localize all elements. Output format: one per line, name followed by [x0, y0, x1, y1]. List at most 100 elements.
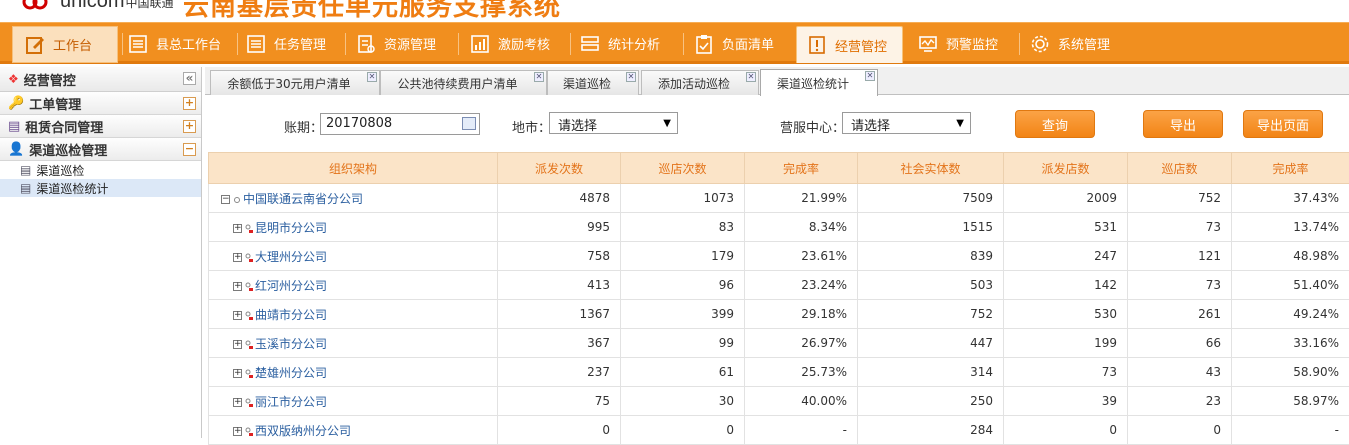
nav-item-county-workbench[interactable]: 县总工作台: [128, 25, 221, 62]
table-cell: 7509: [858, 184, 1004, 213]
tab-label: 余额低于30元用户清单: [227, 75, 350, 92]
expand-node-icon[interactable]: +: [233, 427, 242, 436]
table-cell: 99: [621, 329, 745, 358]
tab-public-pool-renewal[interactable]: 公共池待续费用户清单 ✕: [380, 70, 547, 95]
expand-node-icon[interactable]: +: [233, 224, 242, 233]
org-link[interactable]: 昆明市分公司: [255, 221, 327, 235]
nav-item-business-control[interactable]: 经营管控: [796, 26, 903, 63]
collapse-node-icon[interactable]: −: [221, 195, 230, 204]
org-link[interactable]: 西双版纳州分公司: [255, 424, 351, 438]
org-link[interactable]: 玉溪市分公司: [255, 337, 327, 351]
table-cell: 1515: [858, 213, 1004, 242]
table-cell: 839: [858, 242, 1004, 271]
export-button[interactable]: 导出: [1143, 110, 1223, 138]
query-button[interactable]: 查询: [1015, 110, 1095, 138]
city-select[interactable]: 请选择 ▼: [549, 112, 678, 134]
list-icon: [246, 34, 266, 54]
column-header: 派发店数: [1004, 153, 1128, 184]
export-page-button[interactable]: 导出页面: [1243, 110, 1323, 138]
org-link[interactable]: 中国联通云南省分公司: [243, 192, 363, 206]
org-cell: + 昆明市分公司: [209, 213, 498, 242]
close-icon[interactable]: ✕: [367, 72, 377, 82]
tab-low-balance-users[interactable]: 余额低于30元用户清单 ✕: [210, 70, 380, 95]
nav-item-incentive[interactable]: 激励考核: [470, 25, 550, 62]
expand-node-icon[interactable]: +: [233, 340, 242, 349]
org-link[interactable]: 红河州分公司: [255, 279, 327, 293]
table-cell: 250: [858, 387, 1004, 416]
nav-label: 统计分析: [608, 34, 660, 53]
org-cell: + 西双版纳州分公司: [209, 416, 498, 445]
sidebar-item-channel-inspection-stats[interactable]: ▤ 渠道巡检统计: [0, 179, 201, 197]
table-cell: 75: [498, 387, 621, 416]
nav-item-workbench[interactable]: 工作台: [12, 26, 118, 63]
nav-label: 资源管理: [384, 34, 436, 53]
sidebar-group-lease-contract[interactable]: ▤ 租赁合同管理 +: [0, 115, 201, 138]
table-cell: -: [1232, 416, 1349, 445]
org-cell: + 大理州分公司: [209, 242, 498, 271]
org-link[interactable]: 曲靖市分公司: [255, 308, 327, 322]
table-cell: 142: [1004, 271, 1128, 300]
column-header: 社会实体数: [858, 153, 1004, 184]
table-cell: 96: [621, 271, 745, 300]
sidebar-group-channel-inspection[interactable]: 👤 渠道巡检管理 −: [0, 138, 201, 161]
nav-label: 负面清单: [722, 34, 774, 53]
expand-node-icon[interactable]: +: [233, 253, 242, 262]
alert-icon: [807, 35, 827, 55]
tab-channel-inspection[interactable]: 渠道巡检 ✕: [547, 70, 639, 95]
nav-item-statistics[interactable]: 统计分析: [580, 25, 660, 62]
nav-item-negative-list[interactable]: 负面清单: [694, 25, 774, 62]
calendar-icon[interactable]: [462, 117, 476, 130]
account-period-input[interactable]: 20170808: [320, 113, 480, 135]
column-header: 巡店次数: [621, 153, 745, 184]
sidebar-item-channel-inspection[interactable]: ▤ 渠道巡检: [0, 161, 201, 179]
form-icon: ▤: [20, 163, 31, 177]
server-icon: [580, 34, 600, 54]
table-cell: 0: [498, 416, 621, 445]
nav-item-resource-management[interactable]: 资源管理: [356, 25, 436, 62]
nav-label: 激励考核: [498, 34, 550, 53]
close-icon[interactable]: ✕: [865, 71, 875, 81]
column-header: 完成率: [745, 153, 858, 184]
org-node-icon: [244, 397, 254, 407]
table-cell: 30: [621, 387, 745, 416]
tab-add-activity-inspection[interactable]: 添加活动巡检 ✕: [641, 70, 759, 95]
close-icon[interactable]: ✕: [534, 72, 544, 82]
table-cell: 66: [1128, 329, 1232, 358]
table-cell: 752: [1128, 184, 1232, 213]
expand-node-icon[interactable]: +: [233, 282, 242, 291]
expand-toggle[interactable]: +: [183, 97, 196, 110]
monitor-icon: [918, 34, 938, 54]
expand-node-icon[interactable]: +: [233, 398, 242, 407]
table-header-row: 组织架构派发次数巡店次数完成率社会实体数派发店数巡店数完成率: [209, 153, 1349, 184]
service-center-select[interactable]: 请选择 ▼: [842, 112, 971, 134]
nav-item-alert-monitor[interactable]: 预警监控: [918, 25, 998, 62]
sidebar-collapse-button[interactable]: «: [183, 72, 196, 85]
tab-channel-inspection-stats[interactable]: 渠道巡检统计 ✕: [760, 69, 878, 96]
table-cell: 73: [1128, 213, 1232, 242]
close-icon[interactable]: ✕: [626, 72, 636, 82]
expand-node-icon[interactable]: +: [233, 369, 242, 378]
close-icon[interactable]: ✕: [746, 72, 756, 82]
nav-item-task-management[interactable]: 任务管理: [246, 25, 326, 62]
table-cell: -: [745, 416, 858, 445]
org-link[interactable]: 丽江市分公司: [255, 395, 327, 409]
expand-toggle[interactable]: +: [183, 120, 196, 133]
nav-item-system-management[interactable]: 系统管理: [1030, 25, 1110, 62]
org-cell: + 红河州分公司: [209, 271, 498, 300]
account-period-value: 20170808: [326, 116, 392, 131]
table-cell: 13.74%: [1232, 213, 1349, 242]
table-cell: 0: [1128, 416, 1232, 445]
expand-node-icon[interactable]: +: [233, 311, 242, 320]
table-cell: 399: [621, 300, 745, 329]
table-cell: 43: [1128, 358, 1232, 387]
collapse-toggle[interactable]: −: [183, 143, 196, 156]
org-link[interactable]: 楚雄州分公司: [255, 366, 327, 380]
sidebar-header: ❖ 经营管控 «: [0, 67, 201, 92]
table-cell: 4878: [498, 184, 621, 213]
sidebar-group-work-order[interactable]: 🔑 工单管理 +: [0, 92, 201, 115]
org-link[interactable]: 大理州分公司: [255, 250, 327, 264]
table-cell: 51.40%: [1232, 271, 1349, 300]
diamond-icon: ❖: [8, 72, 19, 86]
